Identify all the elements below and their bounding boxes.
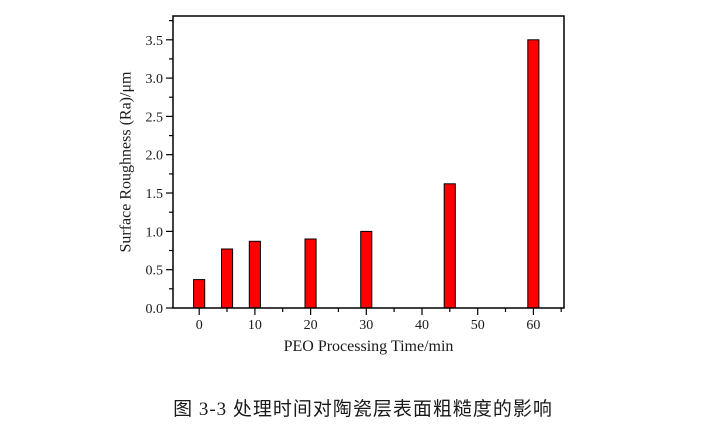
y-tick-label: 1.0 bbox=[146, 225, 164, 240]
y-tick-label: 0.5 bbox=[146, 264, 164, 279]
bar bbox=[527, 39, 540, 309]
bar-chart: 0 10 20 30 40 50 60 0.0 0.5 1.0 1.5 2.0 2.5 3.0 3.5 PEO… bbox=[118, 15, 565, 355]
x-tick-label: 60 bbox=[526, 318, 540, 333]
x-tick-label: 30 bbox=[359, 318, 373, 333]
chart-frame bbox=[172, 15, 565, 309]
y-tick-label: 2.5 bbox=[146, 110, 164, 125]
x-tick-label: 10 bbox=[248, 318, 262, 333]
y-tick-label: 2.0 bbox=[146, 149, 164, 164]
x-tick-label: 50 bbox=[471, 318, 485, 333]
y-axis-title: Surface Roughness (Ra)/μm bbox=[118, 71, 135, 253]
figure-caption: 图 3-3 处理时间对陶瓷层表面粗糙度的影响 bbox=[173, 399, 553, 420]
bar bbox=[360, 230, 373, 309]
x-tick-label: 20 bbox=[304, 318, 318, 333]
y-tick-label: 0.0 bbox=[146, 302, 164, 317]
bar bbox=[443, 183, 456, 309]
x-axis-title: PEO Processing Time/min bbox=[284, 338, 454, 355]
y-tick-label: 3.0 bbox=[146, 72, 164, 87]
x-tick-label: 40 bbox=[415, 318, 429, 333]
bar bbox=[193, 279, 206, 309]
bar bbox=[221, 248, 234, 309]
x-tick-label: 0 bbox=[196, 318, 203, 333]
bar bbox=[304, 238, 317, 309]
y-tick-label: 1.5 bbox=[146, 187, 164, 202]
bar bbox=[248, 240, 261, 309]
y-tick-label: 3.5 bbox=[146, 34, 164, 49]
